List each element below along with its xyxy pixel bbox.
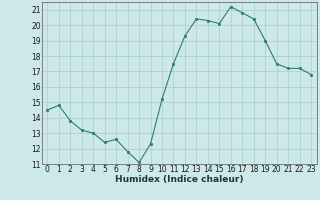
X-axis label: Humidex (Indice chaleur): Humidex (Indice chaleur) — [115, 175, 244, 184]
